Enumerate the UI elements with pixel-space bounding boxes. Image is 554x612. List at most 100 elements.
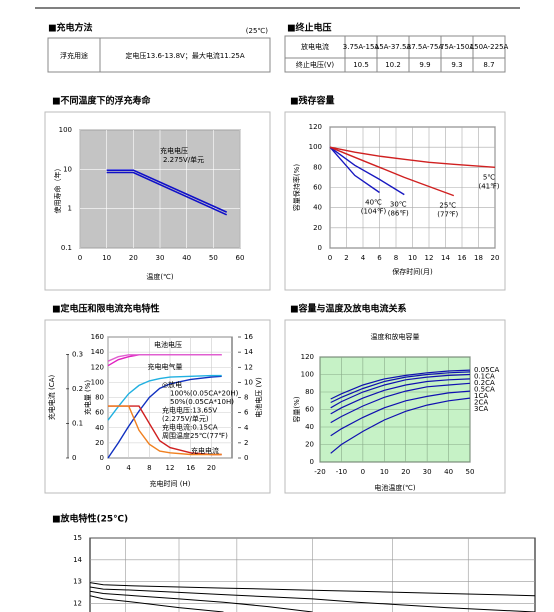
- y-tick-label: 4: [244, 424, 249, 432]
- panel: [44, 319, 271, 494]
- y-tick-label: 12: [73, 599, 82, 607]
- line-series: [90, 595, 224, 612]
- y-tick-label: 80: [305, 388, 314, 396]
- series-label: 5℃: [483, 173, 495, 181]
- annotation: 2.275V/单元: [163, 155, 204, 164]
- table-header-cell: 75A-150A: [440, 43, 474, 51]
- y-tick-label: 120: [91, 363, 104, 371]
- series-label: 30℃: [390, 201, 407, 209]
- y-tick-label: 160: [91, 333, 104, 341]
- x-tick-label: 18: [474, 254, 483, 262]
- x-tick-label: 10: [102, 254, 111, 262]
- annotation: 充电电压: [160, 146, 188, 155]
- x-tick-label: 30: [423, 468, 432, 476]
- x-tick-label: 2: [344, 254, 348, 262]
- line-series: [107, 354, 222, 362]
- section-title: ■定电压和限电流充电特性: [52, 303, 160, 315]
- table-border: [47, 37, 271, 73]
- line-series: [106, 171, 228, 216]
- y-tick-label: 2: [244, 439, 248, 447]
- x-tick-label: 20: [129, 254, 138, 262]
- section-title: ■不同温度下的浮充寿命: [52, 95, 152, 107]
- legend-text: 周围温度25℃(77℉): [162, 431, 228, 440]
- y-tick-label: 80: [313, 163, 322, 171]
- x-tick-label: 12: [166, 464, 175, 472]
- line-series: [107, 374, 222, 421]
- y-tick-label: 0: [72, 454, 76, 462]
- axis-label: 容量(%): [292, 396, 301, 422]
- table-cell: 8.7: [483, 61, 494, 69]
- line-series: [330, 378, 471, 415]
- y-tick-label: 0.1: [61, 244, 72, 252]
- y-tick-label: 16: [244, 333, 253, 341]
- section-title: ■放电特性(25℃): [52, 513, 128, 525]
- x-tick-label: 0: [328, 254, 332, 262]
- section-title: ■残存容量: [290, 95, 335, 107]
- axis-label: 充电电流 (CA): [47, 375, 56, 421]
- series-label: (41℉): [478, 182, 499, 190]
- line-series: [329, 146, 496, 168]
- x-tick-label: 20: [207, 464, 216, 472]
- series-label: 40℃: [365, 199, 382, 207]
- axis-label: 电池电压 (V): [254, 377, 263, 418]
- section-title: ■充电方法: [48, 22, 93, 34]
- x-tick-label: 50: [209, 254, 218, 262]
- y-tick-label: 0: [100, 454, 104, 462]
- x-tick-label: 60: [236, 254, 245, 262]
- y-tick-label: 0.2: [72, 385, 83, 393]
- line-series: [329, 146, 380, 194]
- x-tick-label: 20: [491, 254, 500, 262]
- y-tick-label: 140: [91, 348, 104, 356]
- x-tick-label: 12: [425, 254, 434, 262]
- series-label: 25℃: [439, 202, 456, 210]
- y-tick-label: 100: [301, 371, 314, 379]
- y-tick-label: 14: [244, 348, 253, 356]
- legend-text: 充电电压:13.65V: [162, 406, 217, 415]
- y-tick-label: 10: [63, 165, 72, 173]
- x-tick-label: 8: [394, 254, 398, 262]
- y-tick-label: 40: [305, 423, 314, 431]
- line-series: [330, 369, 471, 400]
- series-label: (104℉): [361, 208, 387, 216]
- table-cell: 定电压13.6-13.8V；最大电流11.25A: [125, 51, 245, 60]
- y-tick-label: 1: [68, 205, 72, 213]
- line-series: [106, 169, 228, 213]
- y-tick-label: 40: [95, 424, 104, 432]
- panel: [284, 319, 506, 494]
- y-tick-label: 20: [305, 441, 314, 449]
- table-border: [284, 35, 506, 73]
- line-series: [330, 397, 471, 454]
- y-tick-label: 100: [91, 378, 104, 386]
- panel: [44, 111, 271, 291]
- note: (25℃): [246, 27, 268, 35]
- x-tick-label: 20: [401, 468, 410, 476]
- x-tick-label: 8: [147, 464, 151, 472]
- table-header-cell: 3.75A-15A: [343, 43, 380, 51]
- panel: [284, 111, 506, 291]
- y-tick-label: 6: [244, 409, 249, 417]
- line-series: [330, 373, 471, 409]
- series-label: 0.1CA: [474, 373, 495, 381]
- series-label: 3CA: [474, 405, 488, 413]
- x-tick-label: 40: [182, 254, 191, 262]
- legend-text: (2.275V/单元): [162, 414, 209, 423]
- x-axis-label: 充电时间 (H): [150, 479, 191, 488]
- table-header-cell: 37.5A-75A: [407, 43, 444, 51]
- x-tick-label: 0: [106, 464, 110, 472]
- legend-text: 100%(0.05CA*20H): [170, 390, 239, 398]
- y-tick-label: 120: [301, 353, 314, 361]
- x-tick-label: 50: [466, 468, 475, 476]
- chart-subtitle: 温度和放电容量: [371, 332, 420, 341]
- series-label: 0.05CA: [474, 366, 499, 374]
- x-tick-label: 16: [458, 254, 467, 262]
- curve-label: 电池电压: [154, 340, 182, 349]
- axis-label: 容量保持率(%): [292, 164, 301, 211]
- table-cell: 10.2: [385, 61, 401, 69]
- x-axis-label: 温度(℃): [146, 272, 174, 281]
- line-series: [90, 586, 535, 612]
- table-cell: 浮充用途: [60, 51, 88, 60]
- table-header-cell: 放电电流: [301, 42, 329, 51]
- x-tick-label: 10: [408, 254, 417, 262]
- x-axis-label: 保存时间(月): [392, 267, 433, 276]
